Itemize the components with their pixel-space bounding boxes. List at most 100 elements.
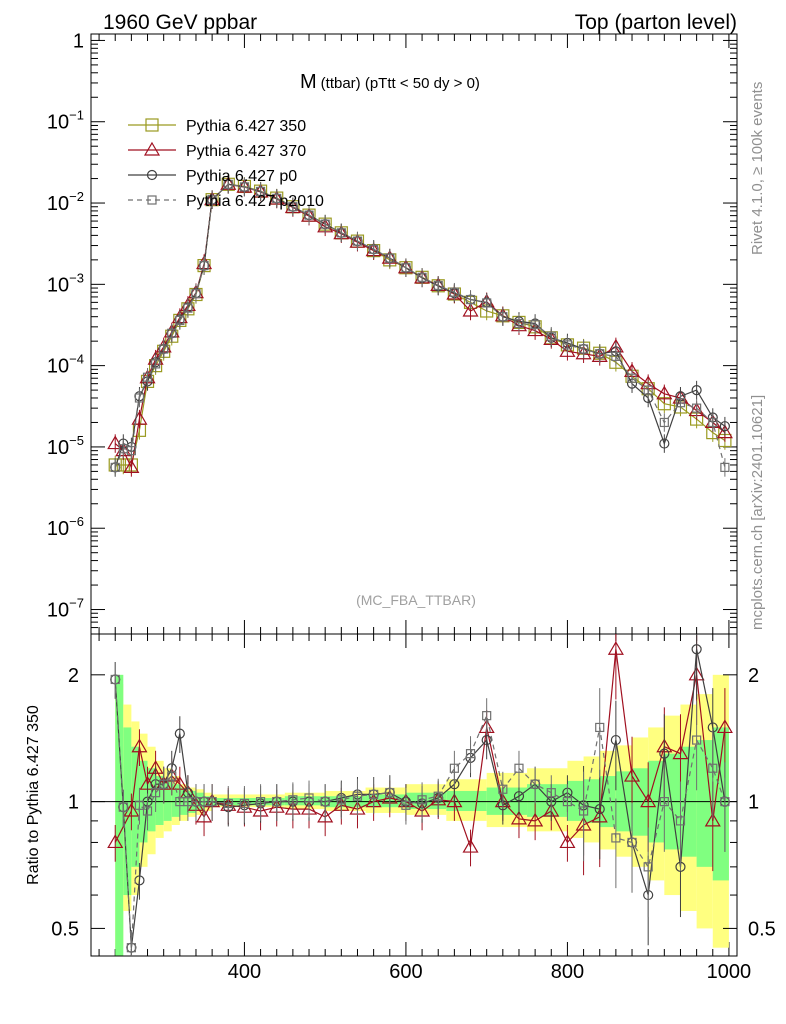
ratio-point [167,771,177,781]
legend-label: Pythia 6.427 350 [186,118,306,135]
data-point [151,359,161,369]
data-point [159,344,169,354]
main-ytick-label: 10−6 [47,514,84,540]
ratio-point [510,810,528,825]
ratio-point [131,738,148,753]
series-p350 [108,175,732,475]
ratio-point [462,838,479,853]
side-rivet: Rivet 4.1.0, ≥ 100k events [749,82,766,255]
ratio-point [174,728,185,739]
ratio-point [595,722,605,733]
ratio-point [627,837,637,848]
data-point [134,393,145,403]
data-point [546,331,556,341]
ratio-point [317,808,334,823]
main-ytick-label-base: 10 [47,600,69,622]
ratio-point [118,802,128,812]
data-point [123,459,140,474]
ratio-series [107,634,733,956]
ratio-point [481,734,492,746]
data-point [692,403,702,413]
ratio-ytick-label: 0.5 [51,918,79,940]
ratio-point [691,644,702,655]
data-point [675,398,686,408]
data-point [465,294,476,305]
data-point [691,385,702,396]
legend-marker [145,118,159,132]
ratio-point [594,803,605,815]
legend-item-p370: Pythia 6.427 370 [128,141,306,160]
ratio-ylabel: Ratio to Pythia 6.427 350 [25,705,42,885]
legend: Pythia 6.427 350 Pythia 6.427 370 Pythia 6… [128,118,324,210]
ratio-ytick-label-right: 0.5 [748,918,776,940]
main-ytick-label-exp: −6 [69,514,84,529]
data-point [498,312,508,322]
legend-item-p350: Pythia 6.427 350 [128,118,306,135]
main-ytick-label: 10−3 [47,270,84,296]
data-point [288,202,298,212]
main-ytick-label-exp: −7 [69,596,84,611]
data-point [239,182,250,192]
data-point [223,179,233,189]
ratio-point [336,795,346,805]
ratio-point [142,806,153,816]
ratio-point [433,791,443,801]
data-point [716,424,733,439]
data-point [304,210,314,220]
ratio-point [446,793,463,808]
legend-marker [146,169,158,181]
ratio-point [401,800,411,810]
data-point [578,344,589,354]
data-point [191,288,201,299]
data-point [336,228,346,238]
ratio-point [672,745,689,760]
data-point [643,385,653,395]
ratio-point [159,779,169,789]
ratio-line-p370 [114,649,726,848]
ratio-xtick-label: 1000 [707,961,752,983]
ratio-point [607,641,624,655]
main-ytick-label-base: 1 [73,30,84,52]
legend-label: Pythia 6.427 p2010 [186,193,324,210]
main-series [107,175,733,477]
ratio-point [272,797,282,807]
ratio-axis-ticks: 0.5 0.5 1 1 2 2 400 600 800 1000 [51,665,776,983]
ratio-point [207,797,217,807]
ratio-point [704,812,721,827]
data-point [417,272,427,282]
data-point [719,421,730,432]
data-point [530,319,540,330]
ratio-series-p2010 [110,662,730,956]
ratio-point [417,795,427,805]
main-title: M (ttbar) (pTtt < 50 dy > 0) [300,71,480,93]
main-ytick-label: 10−4 [47,352,84,378]
series-p370 [107,175,733,477]
header-right: Top (parton level) [575,11,737,34]
main-ytick-label-base: 10 [47,518,69,540]
data-point [110,462,120,473]
data-point [720,462,730,473]
legend-item-p0: Pythia 6.427 p0 [128,168,297,185]
ratio-point [578,806,589,816]
main-ytick-label-base: 10 [47,274,69,296]
legend-label: Pythia 6.427 p0 [186,168,297,185]
data-point [207,195,217,205]
ratio-point [659,797,669,807]
data-point [199,260,209,271]
ratio-point [385,788,395,798]
ratio-point [304,793,314,803]
ratio-point [559,834,576,849]
ratio-ytick-label: 1 [68,792,79,814]
data-point [385,253,395,263]
ratio-point [659,748,670,759]
ratio-point [675,816,686,826]
ratio-point [562,797,573,807]
ratio-point [498,784,508,794]
data-point [352,236,363,246]
main-title-m: M [300,71,317,93]
data-point [595,349,605,359]
data-point [527,322,544,337]
ratio-band-inner [155,776,164,825]
main-ytick-label: 10−7 [47,596,84,622]
